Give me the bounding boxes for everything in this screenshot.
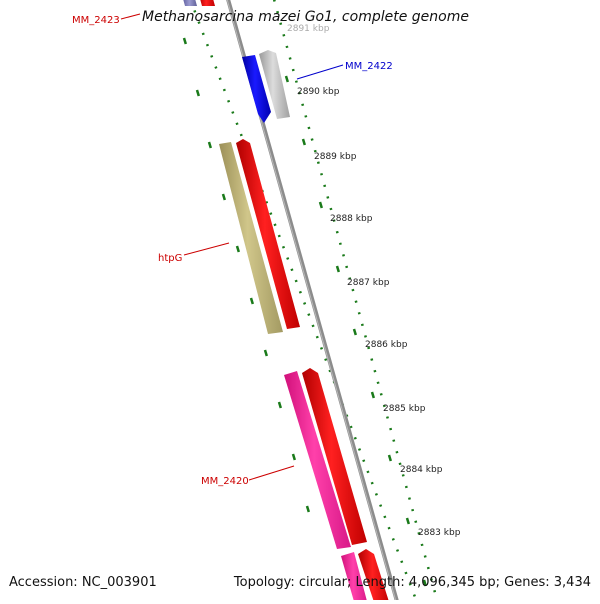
inner-tick-mark (387, 454, 392, 462)
outer-tick-mark (277, 401, 282, 409)
genome-title: Methanosarcina mazei Go1, complete genom… (142, 9, 469, 25)
tick-label: 2890 kbp (297, 87, 340, 97)
inner-tick-mark (370, 391, 375, 399)
outer-tick-mark (249, 297, 254, 305)
tick-label: 2883 kbp (418, 528, 461, 538)
outer-tick-track (189, 0, 419, 604)
outer-tick-mark (291, 453, 296, 461)
inner-tick-mark (318, 201, 323, 209)
accession-text: Accession: NC_003901 (9, 575, 157, 590)
genome-summary-text: Topology: circular; Length: 4,096,345 bp… (233, 575, 591, 590)
gene-htpG[interactable] (219, 142, 283, 334)
ticks-layer: 2891 kbp 2890 kbp 2889 kbp 2888 kbp 2887 kbp… (182, 24, 461, 587)
outer-tick-mark (305, 505, 310, 513)
inner-tick-mark (284, 75, 289, 83)
gene-label[interactable]: MM_2423 (72, 15, 120, 26)
tick-label: 2888 kbp (330, 214, 373, 224)
inner-tick-track (272, 0, 439, 601)
gene-grey[interactable] (259, 50, 290, 119)
gene-label-leader (120, 13, 141, 20)
inner-tick-mark (405, 517, 410, 525)
tick-label: 2891 kbp (287, 24, 330, 34)
inner-tick-mark (335, 265, 340, 273)
gene-mm2420[interactable] (284, 371, 351, 549)
gene-label[interactable]: htpG (158, 253, 182, 264)
gene-label-leader (183, 242, 230, 256)
inner-tick-mark (352, 328, 357, 336)
tick-label: 2889 kbp (314, 152, 357, 162)
gene-label-leader (296, 64, 344, 80)
tick-label: 2885 kbp (383, 404, 426, 414)
gene-mm2423-forward[interactable] (182, 0, 197, 6)
tick-label: 2887 kbp (347, 278, 390, 288)
gene-red-bottom[interactable] (358, 549, 390, 604)
tick-label: 2884 kbp (400, 465, 443, 475)
gene-labels-layer: MM_2423 MM_2422 htpG MM_2420 (72, 13, 393, 487)
gene-red-lower[interactable] (302, 368, 367, 545)
inner-tick-mark (422, 579, 427, 587)
gene-pink-bottom[interactable] (341, 552, 368, 604)
outer-tick-mark (182, 37, 187, 45)
gene-label[interactable]: MM_2420 (201, 476, 249, 487)
outer-tick-mark (263, 349, 268, 357)
outer-tick-mark (235, 245, 240, 253)
outer-tick-mark (207, 141, 212, 149)
inner-tick-mark (301, 138, 306, 146)
gene-label[interactable]: MM_2422 (345, 61, 393, 72)
gene-red-upper[interactable] (236, 139, 300, 329)
gene-top-red-forward[interactable] (199, 0, 215, 6)
outer-tick-mark (221, 193, 226, 201)
gene-label-leader (248, 465, 295, 481)
outer-tick-mark (195, 89, 200, 97)
tick-label: 2886 kbp (365, 340, 408, 350)
gene-mm2422[interactable] (242, 55, 271, 123)
